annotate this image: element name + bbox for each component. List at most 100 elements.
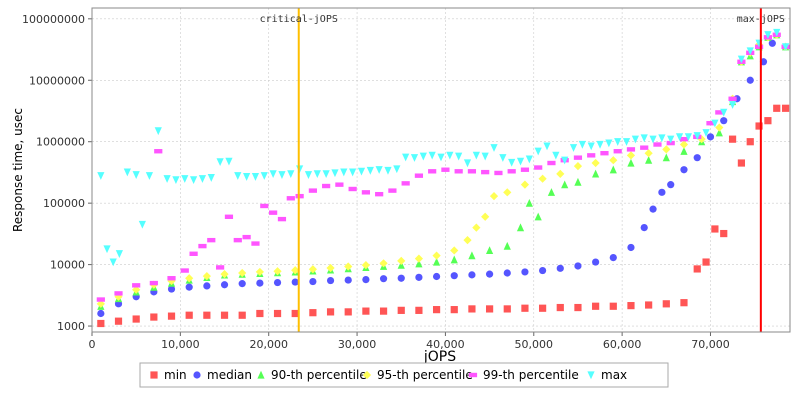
- data-point-median: [238, 280, 246, 288]
- data-point-95-th-percentile: [520, 180, 530, 189]
- data-point-min: [114, 317, 123, 325]
- data-point-max: [269, 170, 277, 179]
- data-point-max: [251, 173, 260, 181]
- data-point-max: [419, 152, 427, 161]
- data-point-median: [720, 117, 728, 125]
- data-point-min: [220, 311, 229, 319]
- data-point-median: [185, 283, 193, 291]
- legend-label-95-th-percentile: 95-th percentile: [377, 368, 473, 382]
- data-point-max: [773, 28, 781, 37]
- data-point-max: [711, 119, 719, 128]
- y-tick-label: 100000000: [22, 13, 85, 26]
- data-point-95-th-percentile: [472, 223, 481, 232]
- data-point-max: [543, 142, 551, 151]
- data-point-median: [397, 274, 405, 282]
- data-point-95-th-percentile: [308, 265, 317, 274]
- data-point-99-th-percentile: [481, 169, 490, 175]
- data-point-min: [397, 306, 405, 314]
- data-point-min: [521, 304, 529, 312]
- data-point-max: [720, 108, 728, 117]
- data-point-max: [702, 129, 710, 137]
- data-point-max: [190, 176, 198, 184]
- data-point-min: [781, 104, 790, 112]
- data-point-95-th-percentile: [326, 263, 335, 273]
- data-point-max: [123, 168, 131, 177]
- data-point-99-th-percentile: [233, 237, 242, 243]
- data-point-max: [154, 127, 162, 136]
- data-point-90-th-percentile: [627, 158, 635, 167]
- legend-label-99-th-percentile: 99-th percentile: [483, 368, 579, 382]
- data-point-95-th-percentile: [463, 236, 472, 245]
- y-tick-label: 1000000: [36, 136, 85, 149]
- data-point-95-th-percentile: [273, 267, 282, 276]
- data-point-median: [415, 273, 423, 281]
- data-point-min: [450, 306, 458, 314]
- data-point-99-th-percentile: [260, 203, 269, 209]
- data-point-95-th-percentile: [185, 274, 194, 283]
- data-point-95-th-percentile: [503, 188, 512, 197]
- data-point-max: [693, 132, 701, 140]
- data-point-min: [256, 309, 264, 318]
- data-point-min: [362, 307, 370, 315]
- data-point-max: [304, 171, 313, 179]
- data-point-min: [645, 301, 653, 309]
- x-tick-label: 60,000: [603, 338, 642, 351]
- data-point-median: [706, 133, 715, 141]
- x-axis-title: jOPS: [423, 349, 456, 365]
- data-point-90-th-percentile: [645, 156, 653, 164]
- data-point-max: [243, 173, 251, 181]
- legend-label-median: median: [207, 368, 252, 382]
- data-point-median: [574, 262, 582, 270]
- data-point-median: [362, 276, 370, 284]
- data-point-99-th-percentile: [600, 151, 609, 156]
- data-point-max: [728, 101, 737, 109]
- y-tick-label: 10000000: [29, 74, 85, 87]
- data-point-max: [622, 138, 631, 146]
- data-point-max: [132, 171, 140, 179]
- data-point-max: [384, 166, 392, 175]
- data-point-99-th-percentile: [587, 153, 596, 158]
- data-point-90-th-percentile: [680, 147, 688, 155]
- data-point-99-th-percentile: [728, 96, 737, 101]
- data-point-max: [640, 134, 648, 143]
- data-point-max: [115, 250, 123, 258]
- data-point-max: [103, 245, 111, 254]
- data-point-median: [556, 264, 564, 272]
- data-point-99-th-percentile: [132, 283, 141, 288]
- data-point-min: [185, 311, 193, 319]
- data-point-min: [238, 311, 246, 319]
- data-point-max: [393, 165, 401, 174]
- data-point-median: [309, 277, 317, 286]
- data-point-max: [455, 152, 463, 161]
- data-point-95-th-percentile: [432, 251, 441, 260]
- data-point-max: [675, 133, 684, 142]
- data-point-max: [410, 154, 419, 162]
- data-point-max: [764, 31, 772, 39]
- data-point-min: [432, 306, 441, 314]
- data-point-90-th-percentile: [450, 255, 458, 264]
- data-point-max: [163, 175, 171, 183]
- data-point-90-th-percentile: [574, 177, 582, 186]
- data-point-min: [662, 300, 670, 308]
- data-point-max: [331, 169, 339, 178]
- data-point-99-th-percentile: [626, 147, 636, 152]
- data-point-95-th-percentile: [397, 256, 406, 265]
- x-tick-label: 0: [89, 338, 96, 351]
- data-point-99-th-percentile: [547, 160, 556, 166]
- data-point-95-th-percentile: [679, 140, 689, 149]
- data-point-median: [203, 282, 211, 290]
- data-point-median: [256, 279, 264, 287]
- data-point-95-th-percentile: [450, 246, 459, 255]
- data-point-95-th-percentile: [609, 156, 618, 165]
- data-point-95-th-percentile: [167, 276, 176, 286]
- data-point-max: [746, 47, 754, 56]
- data-point-max: [225, 157, 233, 166]
- data-point-median: [432, 272, 441, 281]
- data-point-min: [556, 303, 564, 312]
- data-point-max: [508, 158, 516, 167]
- data-point-90-th-percentile: [485, 246, 494, 255]
- data-point-max: [472, 151, 480, 160]
- legend-swatch-90-th-percentile: [257, 370, 265, 379]
